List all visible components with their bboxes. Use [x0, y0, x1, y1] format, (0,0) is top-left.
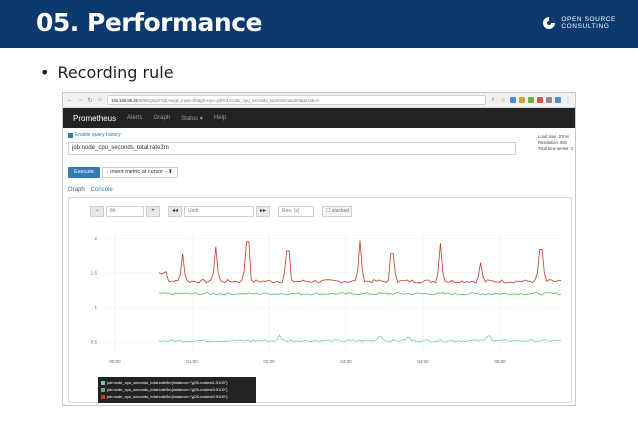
legend-item[interactable]: job:node_cpu_seconds_total:rate3m{instan…	[101, 386, 253, 393]
company-logo: OPEN SOURCE CONSULTING	[542, 16, 616, 30]
enable-query-history[interactable]: Enable query history	[68, 132, 121, 138]
home-icon[interactable]: ⌂	[98, 97, 102, 103]
bullet-text: Recording rule	[57, 63, 174, 82]
tab-console[interactable]: Console	[90, 187, 113, 193]
time-back-button[interactable]: ◂◂	[168, 206, 182, 217]
range-decrease-button[interactable]: −	[90, 206, 104, 217]
url-host: 192.168.88.26	[111, 98, 138, 103]
expression-input[interactable]: job:node_cpu_seconds_total:rate3m	[68, 142, 516, 155]
legend-label: job:node_cpu_seconds_total:rate3m{instan…	[107, 394, 228, 399]
stat-total-series: Total time series: 3	[538, 146, 573, 151]
y-tick-label: 1.5	[91, 270, 98, 275]
x-tick-label: 05:00	[494, 359, 506, 364]
y-tick-label: 0.5	[91, 340, 98, 345]
legend-label: job:node_cpu_seconds_total:rate3m{instan…	[107, 380, 228, 385]
x-tick-label: 00:00	[109, 359, 121, 364]
prometheus-navbar: Prometheus Alerts Graph Status ▾ Help	[63, 108, 575, 128]
star-icon[interactable]: ☆	[500, 97, 506, 104]
graph-panel: − 6h + ◂◂ Until ▸▸ Res. (s) ☐ stacked 2 1…	[68, 197, 572, 403]
legend-item[interactable]: job:node_cpu_seconds_total:rate3m{instan…	[101, 379, 253, 386]
series-line[interactable]	[158, 292, 562, 296]
legend-item[interactable]: job:node_cpu_seconds_total:rate3m{instan…	[101, 393, 253, 400]
reload-icon[interactable]: ↻	[87, 97, 93, 104]
nav-status[interactable]: Status ▾	[181, 115, 203, 122]
nav-graph[interactable]: Graph	[153, 115, 171, 121]
slide-title: 05. Performance	[36, 8, 262, 37]
graph-controls: − 6h + ◂◂ Until ▸▸ Res. (s) ☐ stacked	[90, 206, 352, 217]
bullet-icon: •	[40, 63, 50, 82]
legend-label: job:node_cpu_seconds_total:rate3m{instan…	[107, 387, 228, 392]
nav-help[interactable]: Help	[213, 115, 227, 121]
stacked-toggle[interactable]: ☐ stacked	[322, 206, 352, 217]
legend-swatch	[101, 387, 105, 392]
extension-icon[interactable]	[537, 97, 543, 103]
series-line[interactable]	[158, 334, 562, 343]
y-tick-label: 1	[94, 305, 97, 310]
url-path: :9090/graph?g0.range_input=6h&g0.expr=jo…	[137, 98, 319, 103]
graph-legend: job:node_cpu_seconds_total:rate3m{instan…	[98, 377, 256, 403]
back-arrow-icon[interactable]: ←	[67, 97, 73, 103]
logo-mark-icon	[542, 16, 556, 30]
extension-icons	[510, 97, 561, 103]
y-tick-label: 2	[94, 236, 97, 241]
extension-icon[interactable]	[510, 97, 516, 103]
execute-button[interactable]: Execute	[68, 167, 100, 178]
x-tick-label: 04:00	[417, 359, 429, 364]
logo-text: OPEN SOURCE CONSULTING	[561, 16, 616, 30]
metric-select[interactable]: - insert metric at cursor - ⬍	[101, 167, 178, 178]
logo-line-1: OPEN SOURCE	[561, 16, 616, 23]
series-line[interactable]	[158, 240, 562, 284]
query-stats: Load time: 27ms Resolution: 60s Total ti…	[538, 134, 573, 152]
extension-icon[interactable]	[528, 97, 534, 103]
query-area: Enable query history job:node_cpu_second…	[63, 128, 575, 166]
x-tick-label: 01:00	[186, 359, 198, 364]
history-label: Enable query history	[75, 132, 121, 138]
extension-icon[interactable]	[555, 97, 561, 103]
tab-graph[interactable]: Graph	[68, 187, 85, 193]
extension-icon[interactable]	[546, 97, 552, 103]
x-tick-label: 02:00	[263, 359, 275, 364]
forward-arrow-icon[interactable]: →	[77, 97, 83, 103]
search-icon[interactable]: ⌕	[491, 96, 495, 103]
resolution-input[interactable]: Res. (s)	[278, 206, 314, 217]
prometheus-screenshot: ← → ↻ ⌂ 192.168.88.26:9090/graph?g0.rang…	[62, 92, 576, 406]
result-tabs: Graph Console	[68, 187, 113, 193]
stat-resolution: Resolution: 60s	[538, 140, 567, 145]
graph-chart: 2 1.5 1 0.5 00:00 01:00 02:00 03:00 04:00 05:00	[91, 228, 562, 364]
legend-swatch	[101, 394, 105, 399]
slide-header: 05. Performance OPEN SOURCE CONSULTING	[0, 0, 638, 48]
nav-alerts[interactable]: Alerts	[127, 115, 143, 121]
bullet-recording-rule: • Recording rule	[40, 63, 174, 82]
execute-row: Execute - insert metric at cursor - ⬍	[68, 167, 178, 178]
extension-icon[interactable]	[519, 97, 525, 103]
history-checkbox[interactable]	[68, 132, 73, 138]
address-bar[interactable]: 192.168.88.26:9090/graph?g0.range_input=…	[107, 95, 486, 105]
range-increase-button[interactable]: +	[146, 206, 160, 217]
logo-line-2: CONSULTING	[561, 23, 610, 30]
x-tick-label: 03:00	[340, 359, 352, 364]
until-input[interactable]: Until	[184, 206, 254, 217]
time-forward-button[interactable]: ▸▸	[256, 206, 270, 217]
stat-load-time: Load time: 27ms	[538, 134, 569, 139]
browser-toolbar: ← → ↻ ⌂ 192.168.88.26:9090/graph?g0.rang…	[63, 93, 575, 108]
prometheus-brand[interactable]: Prometheus	[73, 113, 117, 123]
range-input[interactable]: 6h	[106, 206, 144, 217]
menu-icon[interactable]: ⋮	[565, 97, 571, 104]
legend-swatch	[101, 380, 105, 385]
